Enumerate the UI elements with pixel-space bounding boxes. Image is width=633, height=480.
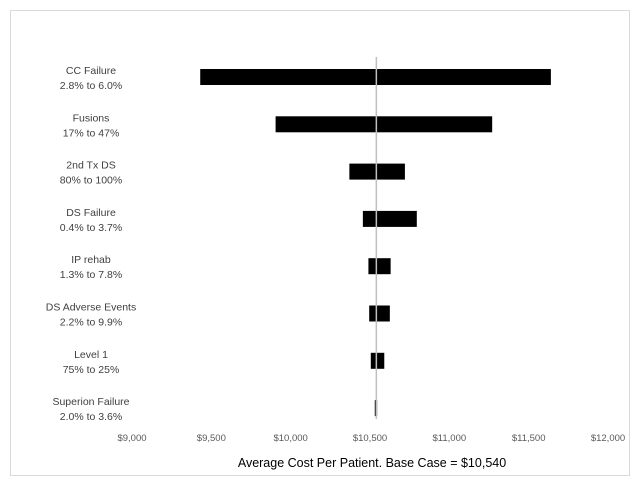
bar-label-name: DS Adverse Events	[46, 302, 136, 314]
bar-label-range: 0.4% to 3.7%	[60, 222, 122, 234]
x-tick-label: $10,000	[273, 433, 307, 444]
bar-label-range: 2.2% to 9.9%	[60, 317, 122, 329]
tornado-bar	[362, 210, 417, 227]
bar-label-range: 1.3% to 7.8%	[60, 269, 122, 281]
tornado-bar	[200, 69, 551, 85]
bar-label-range: 75% to 25%	[63, 364, 120, 376]
x-axis-label: Average Cost Per Patient. Base Case = $1…	[238, 456, 506, 470]
tornado-chart: CC Failure 2.8% to 6.0% Fusions 17% to 47% 2…	[46, 57, 625, 470]
bar-label-range: 2.0% to 3.6%	[60, 411, 122, 423]
bar-label-name: CC Failure	[66, 65, 116, 77]
bar-label-range: 2.8% to 6.0%	[60, 80, 122, 92]
bar-label-name: Level 1	[74, 349, 108, 361]
bar-label-name: 2nd Tx DS	[66, 160, 115, 172]
bar-label-name: IP rehab	[71, 254, 111, 266]
bar-label-name: Fusions	[73, 112, 110, 124]
tornado-bar	[370, 352, 385, 369]
tornado-bar	[275, 116, 493, 133]
tornado-bar	[369, 305, 390, 322]
bar-label-range: 80% to 100%	[60, 175, 122, 187]
bar-label-range: 17% to 47%	[63, 127, 120, 139]
bar-label-name: DS Failure	[66, 207, 116, 219]
x-tick-label: $9,000	[117, 433, 146, 444]
tornado-bar	[349, 163, 405, 180]
x-tick-label: $12,000	[591, 433, 625, 444]
x-tick-label: $9,500	[197, 433, 226, 444]
tornado-bar	[368, 258, 391, 275]
x-tick-label: $10,500	[353, 433, 387, 444]
x-tick-label: $11,000	[433, 433, 467, 444]
bar-label-name: Superion Failure	[52, 396, 129, 408]
x-tick-label: $11,500	[512, 433, 546, 444]
chart-frame: CC Failure 2.8% to 6.0% Fusions 17% to 47% 2…	[10, 10, 630, 476]
